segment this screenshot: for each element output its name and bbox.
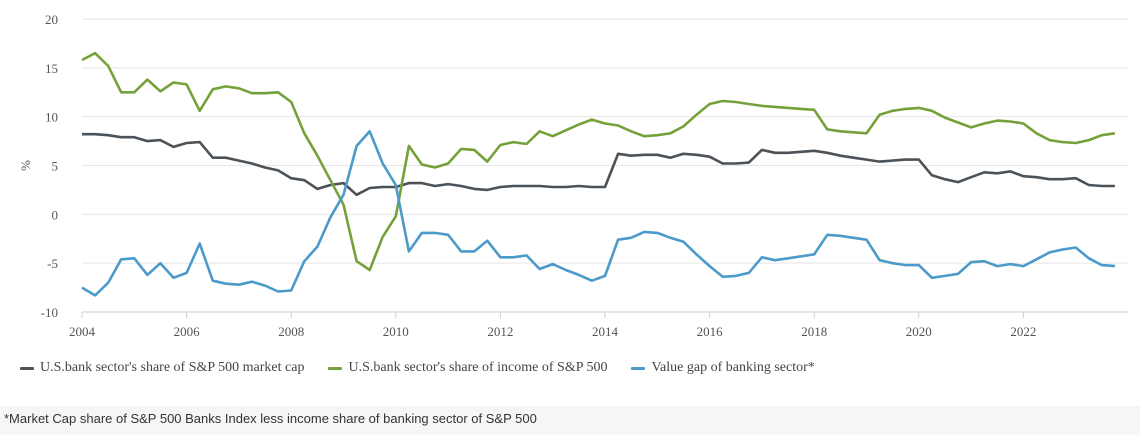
x-tick-label: 2012 <box>487 324 513 339</box>
y-tick-label: 15 <box>45 61 58 76</box>
legend-item-value-gap[interactable]: Value gap of banking sector* <box>631 360 815 376</box>
x-tick-label: 2008 <box>278 324 304 339</box>
y-axis-label: % <box>18 160 33 171</box>
y-axis-tick-labels: -10 -5 0 5 10 15 20 <box>41 12 58 320</box>
chart-legend: U.S.bank sector's share of S&P 500 marke… <box>20 360 815 376</box>
y-tick-label: 20 <box>45 12 58 27</box>
legend-swatch-income-share <box>328 366 343 370</box>
x-tick-label: 2018 <box>801 324 827 339</box>
legend-label-income-share: U.S.bank sector's share of income of S&P… <box>348 360 608 375</box>
y-tick-label: 5 <box>52 159 59 174</box>
x-tick-label: 2010 <box>383 324 409 339</box>
x-tick-label: 2020 <box>906 324 932 339</box>
y-tick-label: 10 <box>45 110 58 125</box>
x-tick-label: 2014 <box>592 324 619 339</box>
x-tick-label: 2006 <box>174 324 201 339</box>
series-lines <box>81 51 1116 297</box>
legend-swatch-value-gap <box>631 366 646 370</box>
x-tick-label: 2004 <box>69 324 96 339</box>
y-tick-label: 0 <box>52 207 59 222</box>
x-tick-label: 2022 <box>1010 324 1036 339</box>
x-axis-tick-labels: 2004 2006 2008 2010 2012 2014 2016 2018 2020 2022 <box>69 312 1036 339</box>
legend-item-market-cap[interactable]: U.S.bank sector's share of S&P 500 marke… <box>20 360 304 376</box>
series-line-value-gap <box>81 130 1115 297</box>
series-line-income-share <box>81 51 1116 272</box>
x-tick-label: 2016 <box>697 324 724 339</box>
legend-label-value-gap: Value gap of banking sector* <box>651 360 815 375</box>
y-tick-label: -5 <box>47 256 58 271</box>
series-line-market-cap <box>82 132 1115 197</box>
footnote-band <box>0 406 1140 435</box>
y-tick-label: -10 <box>41 305 58 320</box>
gridlines <box>82 18 1128 313</box>
legend-swatch-market-cap <box>20 366 34 370</box>
legend-item-income-share[interactable]: U.S.bank sector's share of income of S&P… <box>328 360 607 376</box>
legend-label-market-cap: U.S.bank sector's share of S&P 500 marke… <box>40 360 305 375</box>
footnote: *Market Cap share of S&P 500 Banks Index… <box>4 411 537 426</box>
